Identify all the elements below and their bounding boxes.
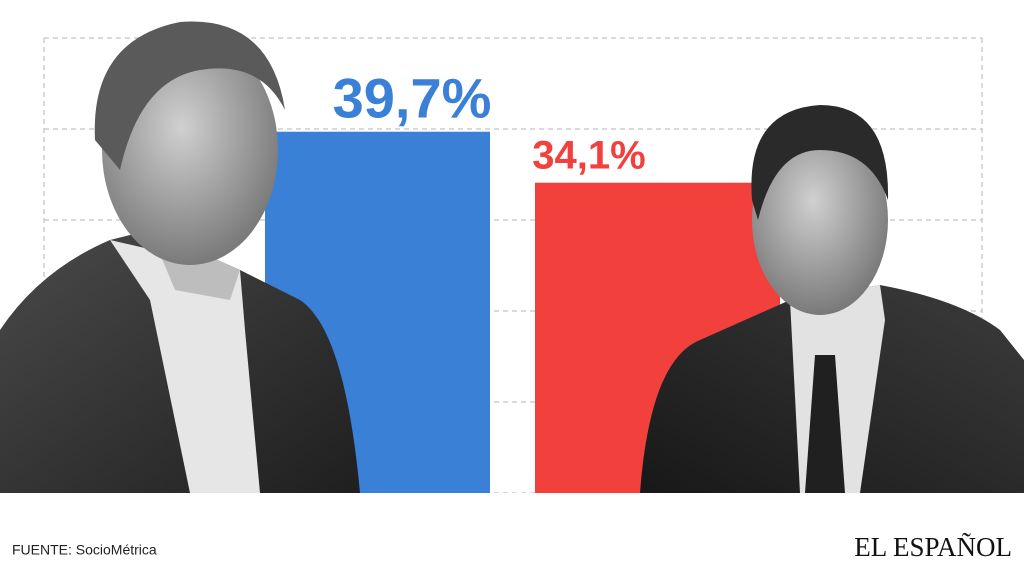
source: FUENTE: SocioMétrica: [12, 542, 157, 558]
labels: 39,7% 34,1%: [333, 67, 646, 178]
value-label: 39,7%: [333, 67, 492, 130]
photo-left: [0, 21, 360, 493]
value-label: 34,1%: [532, 134, 645, 178]
photo-right: [640, 105, 1024, 493]
footer-bg: [0, 493, 1024, 576]
logo: EL ESPAÑOL: [854, 532, 1012, 562]
